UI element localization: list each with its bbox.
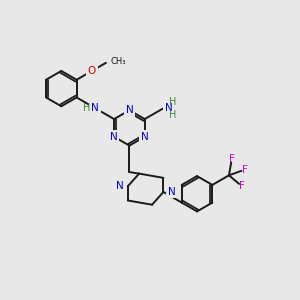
Text: N: N: [125, 105, 133, 115]
Text: N: N: [164, 103, 172, 113]
Text: H: H: [83, 103, 90, 113]
Text: N: N: [116, 181, 124, 191]
Text: F: F: [229, 154, 235, 164]
Text: N: N: [167, 187, 175, 197]
Text: F: F: [239, 181, 245, 191]
Text: N: N: [91, 103, 99, 113]
Text: N: N: [110, 132, 118, 142]
Text: F: F: [242, 165, 247, 175]
Text: O: O: [88, 66, 96, 76]
Text: H: H: [169, 97, 176, 107]
Text: H: H: [169, 110, 176, 120]
Text: CH₃: CH₃: [110, 57, 126, 66]
Text: N: N: [141, 132, 148, 142]
